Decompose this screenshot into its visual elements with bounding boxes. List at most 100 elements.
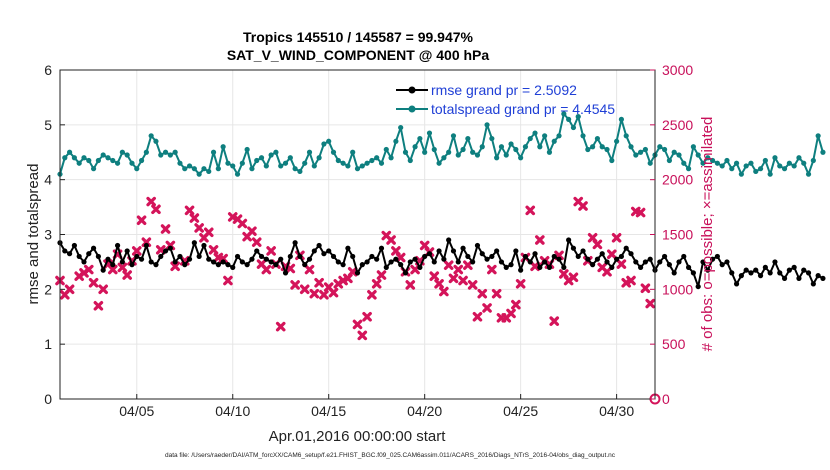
rmse-point [642, 259, 649, 265]
totalspread-point [148, 133, 154, 139]
obs-assimilated-point [194, 223, 204, 233]
obs-assimilated-point [568, 272, 579, 283]
totalspread-point [546, 149, 553, 155]
rmse-point [470, 259, 476, 265]
obs-assimilated-point [463, 260, 473, 271]
x-tick-label: 04/20 [407, 403, 442, 419]
totalspread-point [455, 152, 461, 158]
rmse-point [138, 256, 145, 262]
totalspread-point [522, 144, 529, 150]
obs-assimilated-point [410, 264, 420, 275]
totalspread-point [700, 160, 706, 166]
rmse-point [446, 237, 452, 243]
totalspread-point [772, 155, 778, 161]
obs-assimilated-point [237, 218, 248, 229]
totalspread-point [705, 155, 711, 161]
obs-assimilated-point [184, 205, 195, 216]
rmse-point [302, 262, 308, 268]
rmse-point [254, 248, 260, 254]
totalspread-point [642, 146, 649, 153]
rmse-point [114, 242, 121, 249]
totalspread-point [647, 160, 653, 166]
rmse-point [796, 275, 802, 281]
rmse-point [378, 245, 385, 251]
rmse-point [748, 270, 754, 276]
totalspread-point [345, 163, 351, 169]
totalspread-point [302, 160, 308, 166]
obs-assimilated-point [376, 270, 387, 280]
rmse-point [100, 267, 106, 273]
obs-assimilated-point [314, 277, 324, 288]
totalspread-point [86, 157, 92, 164]
rmse-point [733, 281, 740, 287]
totalspread-point [719, 163, 725, 169]
rmse-point [527, 259, 533, 265]
rmse-point [225, 262, 231, 268]
totalspread-point [690, 144, 696, 150]
rmse-point [685, 264, 692, 270]
obs-assimilated-point [429, 271, 440, 281]
obs-assimilated-point [611, 232, 622, 243]
totalspread-point [604, 146, 610, 153]
totalspread-point [393, 138, 399, 144]
obs-assimilated-point [266, 246, 276, 256]
y-right-tick-label: 2500 [662, 117, 693, 133]
rmse-point [709, 256, 716, 262]
obs-assimilated-point [347, 266, 358, 277]
x-tick-label: 04/25 [503, 403, 538, 419]
totalspread-point [508, 141, 514, 147]
totalspread-point [537, 144, 543, 150]
totalspread-point [158, 152, 164, 158]
totalspread-point [661, 146, 668, 153]
x-axis-label: Apr.01,2016 00:00:00 start [269, 428, 447, 445]
totalspread-point [599, 144, 605, 150]
rmse-point [230, 264, 236, 270]
y-right-tick-labels: 0 500 1000 1500 2000 2500 3000 [662, 62, 693, 407]
obs-assimilated-point [251, 237, 262, 247]
totalspread-point [90, 166, 97, 172]
obs-assimilated-point [491, 288, 502, 299]
totalspread-point [753, 168, 759, 175]
data-file-footer: data file: /Users/raeder/DAI/ATM_forcXX/… [165, 452, 616, 459]
obs-assimilated-point [482, 303, 492, 313]
obs-assimilated-point [93, 300, 104, 311]
assimilated-obs-series [55, 196, 661, 405]
obs-assimilated-point [443, 260, 454, 271]
totalspread-point [138, 157, 145, 164]
obs-assimilated-point [549, 316, 560, 326]
obs-assimilated-point [319, 290, 329, 300]
totalspread-point [167, 152, 173, 158]
rmse-point [95, 253, 101, 260]
rmse-point [580, 248, 586, 254]
obs-assimilated-point [208, 245, 219, 255]
rmse-point [335, 259, 341, 265]
obs-assimilated-point [535, 235, 545, 245]
rmse-point [393, 256, 399, 262]
totalspread-point [436, 160, 442, 166]
totalspread-point [196, 171, 202, 177]
totalspread-point [724, 157, 730, 164]
totalspread-point [340, 160, 346, 166]
obs-assimilated-point [117, 262, 128, 273]
rmse-point [105, 256, 111, 262]
rmse-point [182, 262, 188, 268]
rmse-point [805, 270, 812, 276]
totalspread-point [815, 133, 821, 139]
totalspread-point [791, 163, 797, 169]
rmse-point [239, 259, 245, 265]
rmse-point [657, 259, 663, 265]
totalspread-point [498, 144, 505, 150]
totalspread-point [618, 116, 625, 122]
totalspread-point [287, 155, 293, 161]
totalspread-point [748, 160, 754, 166]
obs-assimilated-point [439, 286, 449, 297]
obs-assimilated-point [122, 270, 132, 280]
rmse-point [465, 253, 471, 260]
obs-assimilated-point [515, 279, 526, 289]
totalspread-point [326, 138, 332, 144]
totalspread-point [268, 152, 274, 158]
totalspread-point [134, 166, 140, 172]
totalspread-point [129, 160, 135, 166]
totalspread-point [398, 124, 404, 131]
